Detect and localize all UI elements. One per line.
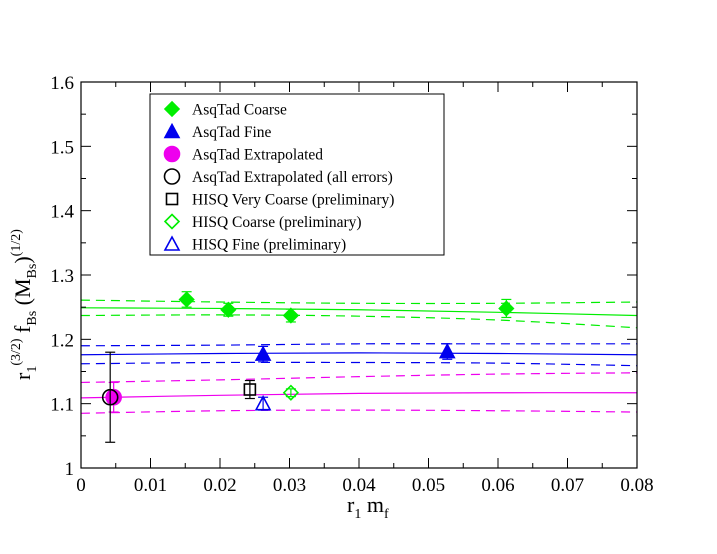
- legend-hisq-coarse-preliminary-label: HISQ Coarse (preliminary): [192, 214, 362, 231]
- asqtad-coarse-point: [498, 300, 515, 317]
- legend-hisq-fine-preliminary-marker: [163, 235, 181, 251]
- x-axis-title: r1 mf: [347, 492, 389, 522]
- asqtad-fine-point: [254, 345, 272, 361]
- legend-asqtad-extrapolated-label: AsqTad Extrapolated: [192, 147, 323, 164]
- legend-asqtad-coarse-label: AsqTad Coarse: [192, 102, 287, 119]
- legend-hisq-fine-preliminary-label: HISQ Fine (preliminary): [192, 237, 346, 254]
- legend-asqtad-fine-marker: [163, 122, 181, 139]
- x-tick-label: 0.06: [481, 475, 514, 496]
- fine-fit-upper: [80, 343, 637, 347]
- hisq-fine-preliminary-point: [254, 394, 272, 411]
- x-tick-label: 0.02: [203, 475, 236, 496]
- x-tick-label: 0.08: [620, 475, 653, 496]
- legend-box: [149, 93, 445, 256]
- y-tick-label: 1.1: [50, 395, 74, 416]
- extrap-fit-lower: [80, 409, 638, 414]
- y-tick-label: 1.3: [50, 266, 74, 287]
- legend-asqtad-extrapolated-marker: [163, 145, 181, 163]
- coarse-fit-lower: [80, 314, 638, 329]
- y-tick-label: 1.2: [50, 330, 74, 351]
- x-tick-label: 0.03: [273, 475, 306, 496]
- asqtad-extrapolated-all-errors-point: [101, 388, 119, 406]
- hisq-very-coarse-preliminary-point: [243, 383, 257, 396]
- y-axis-title-text: r1(3/2) fBs (MBs)(1/2): [9, 229, 40, 380]
- coarse-fit: [80, 307, 638, 317]
- y-tick-label: 1.5: [50, 137, 74, 158]
- x-tick-label: 0.01: [134, 475, 167, 496]
- hisq-coarse-preliminary-point: [282, 384, 300, 401]
- legend-hisq-very-coarse-preliminary-marker: [165, 192, 179, 206]
- extrap-fit: [80, 392, 638, 399]
- y-tick-label: 1.6: [50, 73, 74, 94]
- asqtad-coarse-point: [178, 291, 195, 308]
- x-axis-title-text: r1 mf: [347, 492, 389, 522]
- axis-ticks: 0 0.01 0.02 0.03 0.04 0.05 0.06 0.07 0.08 1 1.1 1.2…: [50, 73, 653, 496]
- legend-asqtad-extrapolated-all-errors-marker: [163, 168, 181, 185]
- asqtad-extrapolated-point: [105, 388, 122, 406]
- fine-fit: [80, 352, 638, 356]
- legend-hisq-very-coarse-preliminary-label: HISQ Very Coarse (preliminary): [192, 192, 394, 209]
- x-tick-label: 0: [76, 475, 86, 496]
- asqtad-fine-point: [438, 342, 456, 359]
- legend-asqtad-extrapolated-all-errors-label: AsqTad Extrapolated (all errors): [192, 169, 393, 186]
- legend-asqtad-fine-label: AsqTad Fine: [192, 124, 272, 141]
- legend: AsqTad Coarse AsqTad Fine AsqTad Extrapola…: [149, 93, 445, 256]
- x-tick-label: 0.05: [412, 475, 445, 496]
- y-axis-title: r1(3/2) fBs (MBs)(1/2): [9, 229, 40, 380]
- fine-fit-lower: [80, 361, 638, 367]
- fit-curves: [80, 299, 638, 414]
- x-tick-label: 0.07: [551, 475, 584, 496]
- y-tick-label: 1.4: [50, 202, 74, 223]
- y-tick-label: 1: [65, 459, 75, 480]
- x-tick-label: 0.04: [342, 475, 376, 496]
- extrap-fit-upper: [80, 372, 638, 384]
- asqtad-coarse-point: [282, 307, 300, 324]
- asqtad-coarse-point: [220, 301, 237, 318]
- data-points: [101, 291, 515, 443]
- legend-hisq-coarse-preliminary-marker: [163, 213, 181, 230]
- coarse-fit-upper: [80, 299, 638, 305]
- legend-asqtad-coarse-marker: [163, 100, 181, 118]
